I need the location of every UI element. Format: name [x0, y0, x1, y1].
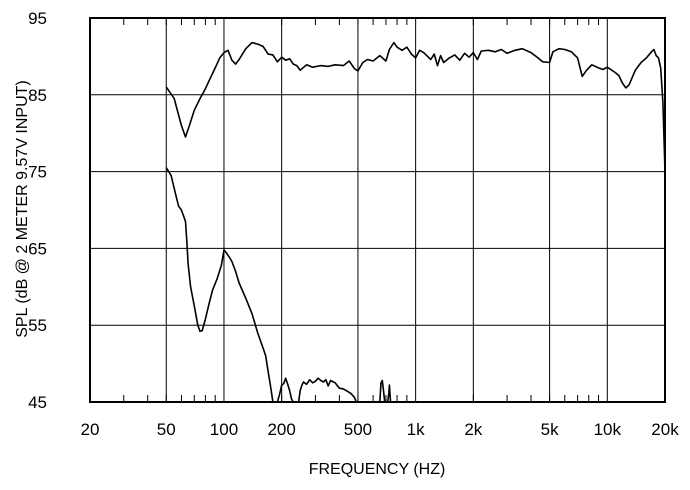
x-axis-title: FREQUENCY (HZ): [309, 461, 446, 478]
x-tick-label: 100: [210, 420, 238, 439]
on-axis-response-line: [165, 41, 666, 172]
x-tick-label: 2k: [464, 420, 482, 439]
x-tick-label: 20: [81, 420, 100, 439]
plot-lines: [165, 41, 666, 403]
x-tick-label: 200: [267, 420, 295, 439]
y-tick-label: 85: [28, 86, 47, 105]
lower-response-line: [386, 384, 392, 403]
plot-frame: [89, 17, 666, 403]
x-tick-label: 1k: [407, 420, 425, 439]
y-tick-label: 45: [28, 393, 47, 412]
y-tick-label: 95: [28, 9, 47, 28]
y-tick-label: 65: [28, 239, 47, 258]
y-axis-title: SPL (dB @ 2 METER 9.57V INPUT): [14, 80, 31, 338]
y-tick-label: 75: [28, 163, 47, 182]
x-tick-label: 500: [344, 420, 372, 439]
x-tick-label: 20k: [651, 420, 679, 439]
tick-labels: 20 50 100 200 500 1k 2k 5k 10k 20k 45 55 65 75 85 95: [28, 9, 679, 439]
lower-response-line: [276, 377, 294, 403]
x-tick-label: 5k: [541, 420, 559, 439]
lower-response-line: [297, 377, 358, 403]
lower-response-line: [165, 167, 274, 403]
x-tick-label: 50: [157, 420, 176, 439]
y-tick-label: 55: [28, 316, 47, 335]
grid: [90, 18, 665, 402]
x-tick-label: 10k: [594, 420, 622, 439]
lower-response-line: [379, 379, 386, 403]
